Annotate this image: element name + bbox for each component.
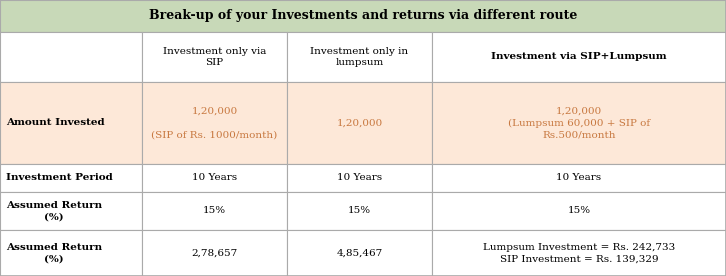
Bar [142,82,287,164]
Text: 10 Years: 10 Years [337,174,382,182]
Text: Investment Period: Investment Period [6,174,113,182]
Text: 2,78,657: 2,78,657 [192,248,237,258]
Text: 1,20,000
(Lumpsum 60,000 + SIP of
Rs.500/month: 1,20,000 (Lumpsum 60,000 + SIP of Rs.500… [508,107,650,139]
Text: 15%: 15% [203,206,226,216]
Bar [432,230,726,276]
Bar [0,230,142,276]
Bar [432,164,726,192]
Bar [142,164,287,192]
Text: 10 Years: 10 Years [192,174,237,182]
Text: 1,20,000: 1,20,000 [336,118,383,128]
Text: Investment only in
lumpsum: Investment only in lumpsum [311,47,409,67]
Text: Investment only via
SIP: Investment only via SIP [163,47,266,67]
Text: Break-up of your Investments and returns via different route: Break-up of your Investments and returns… [149,9,577,23]
Bar [0,164,142,192]
Bar [142,230,287,276]
Text: Amount Invested: Amount Invested [6,118,105,128]
Bar [0,32,142,82]
Text: 10 Years: 10 Years [556,174,602,182]
Bar [432,82,726,164]
Bar [287,230,432,276]
Text: Lumpsum Investment = Rs. 242,733
SIP Investment = Rs. 139,329: Lumpsum Investment = Rs. 242,733 SIP Inv… [483,243,675,263]
Text: 1,20,000

(SIP of Rs. 1000/month): 1,20,000 (SIP of Rs. 1000/month) [152,107,277,139]
Text: 4,85,467: 4,85,467 [336,248,383,258]
Bar [142,32,287,82]
Bar [287,32,432,82]
Bar [0,192,142,230]
Text: Assumed Return
(%): Assumed Return (%) [6,201,102,221]
Bar [287,164,432,192]
Bar [287,192,432,230]
Bar [432,192,726,230]
Text: 15%: 15% [348,206,371,216]
Bar [287,82,432,164]
Text: Assumed Return
(%): Assumed Return (%) [6,243,102,263]
Bar [0,82,142,164]
Bar [0,0,726,32]
Text: Investment via SIP+Lumpsum: Investment via SIP+Lumpsum [492,52,666,62]
Bar [432,32,726,82]
Bar [142,192,287,230]
Text: 15%: 15% [568,206,590,216]
